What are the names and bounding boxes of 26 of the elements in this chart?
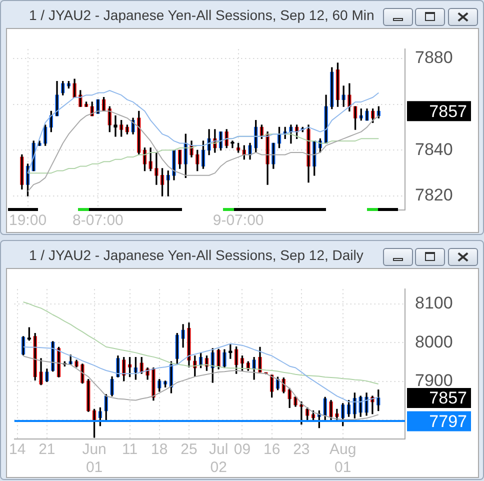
text: 7857 bbox=[429, 388, 467, 408]
y-tick-label: 7900 bbox=[415, 371, 453, 390]
text: 7857 bbox=[429, 102, 467, 121]
x-tick-label: Jun 01 bbox=[82, 441, 106, 476]
y-tick-label: 7820 bbox=[415, 186, 453, 205]
chart-title: 1 / JYAU2 - Japanese Yen-All Sessions, Sep 12, Daily bbox=[29, 247, 364, 263]
x-tick-label: 9-07:00 bbox=[212, 212, 264, 229]
chart-title: 1 / JYAU2 - Japanese Yen-All Sessions, Sep 12, 60 Min bbox=[29, 7, 374, 23]
x-tick-label: 19:00 bbox=[8, 212, 47, 229]
x-tick-label: 23 bbox=[293, 441, 310, 458]
y-tick-label: 7840 bbox=[415, 140, 453, 159]
x-tick-label: Jul 02 bbox=[208, 441, 228, 476]
x-tick-label: 21 bbox=[38, 441, 56, 458]
x-tick-label: 14 bbox=[9, 441, 26, 458]
ref-line-label: 7797 bbox=[429, 412, 467, 431]
y-tick-label: 8100 bbox=[415, 294, 453, 313]
y-tick-label: 7880 bbox=[415, 48, 453, 68]
candlestick bbox=[96, 99, 100, 114]
x-tick-label: 11 bbox=[122, 441, 138, 458]
x-tick-label: Aug 01 bbox=[330, 441, 356, 476]
x-tick-label: 09 bbox=[234, 441, 251, 458]
x-tick-label: 16 bbox=[263, 441, 280, 458]
y-tick-label: 8000 bbox=[415, 332, 453, 352]
x-tick-label: 25 bbox=[180, 441, 198, 458]
x-tick-label: 8-07:00 bbox=[72, 212, 124, 229]
x-tick-label: 18 bbox=[151, 441, 168, 458]
